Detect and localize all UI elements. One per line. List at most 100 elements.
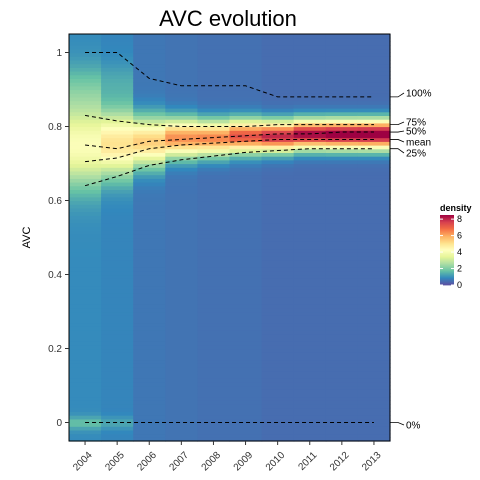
heat-cell xyxy=(261,67,295,72)
heat-cell xyxy=(165,407,198,412)
heat-cell xyxy=(325,104,359,109)
heat-cell xyxy=(325,185,359,190)
heat-cell xyxy=(101,174,134,179)
heat-cell xyxy=(133,152,166,157)
heat-cell xyxy=(325,378,359,383)
heat-cell xyxy=(101,400,134,405)
heat-cell xyxy=(357,418,391,424)
heat-cell xyxy=(325,52,359,57)
heat-cell xyxy=(357,185,391,190)
series-line xyxy=(84,114,374,127)
heat-cell xyxy=(293,318,327,324)
heat-cell xyxy=(165,278,198,283)
heat-cell xyxy=(261,322,295,327)
heat-cell xyxy=(69,385,102,390)
heat-cell xyxy=(229,304,263,309)
heat-cell xyxy=(325,82,359,87)
heat-cell xyxy=(69,111,102,116)
heat-cell xyxy=(101,89,134,94)
heat-cell xyxy=(229,170,263,176)
heat-cell xyxy=(293,274,327,279)
heat-cell xyxy=(357,133,391,139)
heat-cell xyxy=(69,293,102,298)
heat-cell xyxy=(69,122,102,128)
x-tick-label: 2005 xyxy=(103,450,127,474)
heat-cell xyxy=(229,359,263,364)
heat-cell xyxy=(197,133,231,139)
heat-cell xyxy=(133,204,166,209)
heat-cell xyxy=(133,330,166,335)
x-tick-label: 2006 xyxy=(135,450,159,474)
heat-cell xyxy=(357,296,391,301)
heat-cell xyxy=(165,304,198,309)
heat-cell xyxy=(229,163,263,168)
heat-cell xyxy=(101,156,134,161)
heat-cell xyxy=(293,59,327,65)
heat-cell xyxy=(325,59,359,65)
heat-cell xyxy=(357,156,391,161)
heat-cell xyxy=(197,233,231,239)
heat-cell xyxy=(293,215,327,220)
heat-cell xyxy=(165,159,198,165)
heat-cell xyxy=(133,259,166,264)
heat-cell xyxy=(325,156,359,161)
heat-cell xyxy=(357,370,391,375)
heat-cell xyxy=(357,34,391,39)
heat-cell xyxy=(133,278,166,283)
heat-cell xyxy=(293,89,327,94)
heat-cell xyxy=(165,204,198,209)
heat-cell xyxy=(69,219,102,224)
heat-cell xyxy=(261,293,295,298)
heat-cell xyxy=(165,307,198,313)
heat-cell xyxy=(133,174,166,179)
heat-cell xyxy=(133,326,166,331)
heat-cell xyxy=(261,163,295,168)
heat-cell xyxy=(293,219,327,224)
heat-cell xyxy=(197,82,231,87)
heat-cell xyxy=(101,418,134,424)
heat-cell xyxy=(133,241,166,246)
heat-cell xyxy=(133,285,166,290)
heat-cell xyxy=(197,182,231,187)
heat-cell xyxy=(261,270,295,276)
heat-cell xyxy=(293,111,327,116)
heat-cell xyxy=(325,367,359,372)
heat-cell xyxy=(325,274,359,279)
heat-cell xyxy=(69,304,102,309)
heat-cell xyxy=(325,167,359,172)
heat-cell xyxy=(325,200,359,205)
heat-cell xyxy=(261,71,295,76)
heat-cell xyxy=(133,145,166,150)
heat-cell xyxy=(197,63,231,68)
heat-cell xyxy=(197,207,231,213)
heat-cell xyxy=(197,59,231,65)
heat-cell xyxy=(69,300,102,305)
heat-cell xyxy=(133,82,166,87)
heat-cell xyxy=(165,222,198,227)
heat-cell xyxy=(69,74,102,79)
heat-cell xyxy=(197,48,231,54)
heat-cell xyxy=(133,437,166,442)
heat-cell xyxy=(101,429,134,435)
legend-swatch xyxy=(440,269,454,272)
heat-cell xyxy=(69,381,102,387)
legend-swatch xyxy=(440,240,454,243)
heat-cell xyxy=(325,159,359,165)
heat-cell xyxy=(325,267,359,272)
heat-cell xyxy=(133,59,166,65)
heat-cell xyxy=(165,178,198,183)
heat-cell xyxy=(165,196,198,202)
legend-swatch xyxy=(440,230,454,232)
heat-cell xyxy=(357,429,391,435)
heat-cell xyxy=(165,274,198,279)
heat-cell xyxy=(101,137,134,142)
heat-cell xyxy=(293,100,327,105)
heat-cell xyxy=(325,34,359,39)
heat-cell xyxy=(293,170,327,176)
heat-cell xyxy=(197,256,231,261)
legend-swatch xyxy=(440,265,454,267)
heat-cell xyxy=(325,130,359,135)
heat-cell xyxy=(357,159,391,165)
heat-cell xyxy=(357,163,391,168)
